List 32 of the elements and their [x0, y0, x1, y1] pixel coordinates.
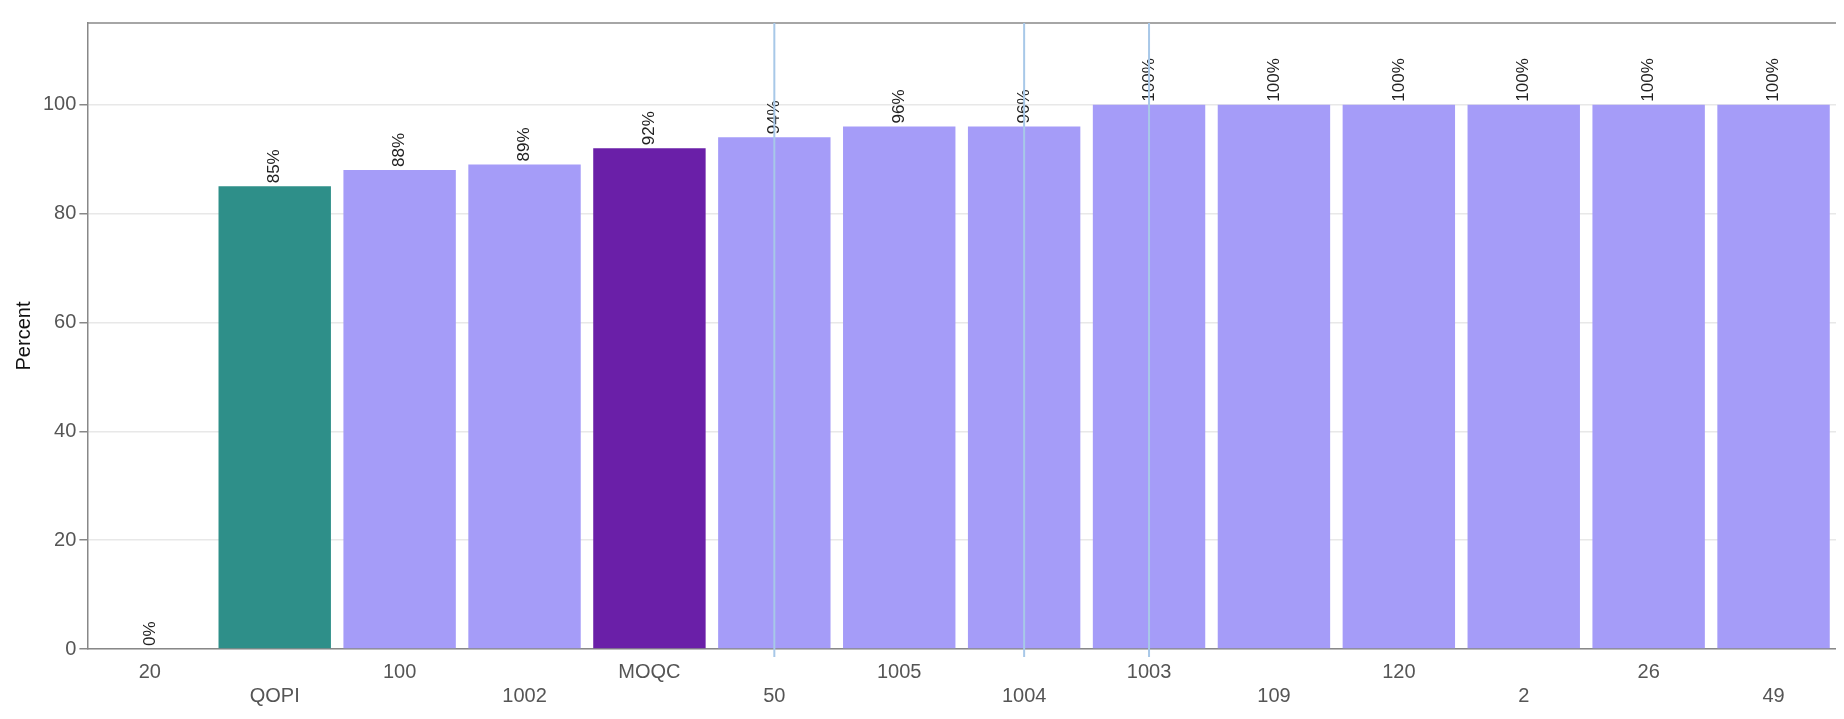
x-tick-label: 109 — [1257, 683, 1291, 706]
data-label: 85% — [264, 149, 284, 184]
y-tick-label: 80 — [54, 201, 77, 224]
data-label: 96% — [888, 89, 908, 124]
x-tick-label: 26 — [1637, 659, 1660, 682]
data-label: 100% — [1263, 58, 1283, 102]
y-tick-label: 20 — [54, 527, 77, 550]
x-tick-label: 50 — [763, 683, 786, 706]
x-tick-label: 2 — [1518, 683, 1530, 706]
data-label: 0% — [139, 621, 159, 646]
data-label: 100% — [1388, 58, 1408, 102]
data-label: 89% — [514, 127, 534, 162]
x-tick-label: 20 — [138, 659, 161, 682]
x-tick-label: 1002 — [502, 683, 547, 706]
data-label: 92% — [639, 111, 659, 146]
y-tick-label: 100 — [42, 92, 77, 115]
x-tick-label: 1003 — [1126, 659, 1172, 682]
x-tick-label: 1004 — [1001, 683, 1047, 706]
x-tick-label: QOPI — [249, 683, 300, 706]
y-tick-label: 40 — [54, 418, 77, 441]
y-tick-label: 0 — [65, 636, 77, 659]
x-tick-label: 1005 — [876, 659, 922, 682]
y-tick-label: 60 — [54, 309, 77, 332]
x-tick-label: 120 — [1382, 659, 1416, 682]
x-tick-label: 49 — [1762, 683, 1785, 706]
data-label: 88% — [389, 132, 409, 167]
data-label: 100% — [1638, 58, 1658, 102]
y-axis-title: Percent — [11, 301, 34, 371]
x-tick-label: 100 — [382, 659, 417, 682]
data-label: 100% — [1513, 58, 1533, 102]
x-tick-label: MOQC — [618, 659, 681, 682]
data-label: 100% — [1763, 58, 1783, 102]
